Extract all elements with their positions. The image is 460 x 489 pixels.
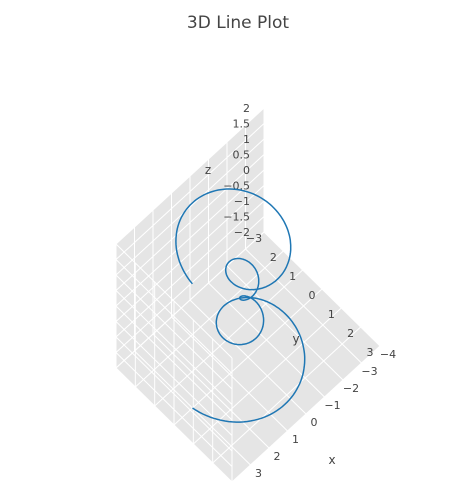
x-tick-label: −2 — [343, 382, 359, 395]
x-tick-label: −4 — [380, 348, 396, 361]
x-tick-label: −1 — [324, 399, 340, 412]
x-axis-label: x — [328, 453, 335, 467]
z-tick-label: −1 — [234, 195, 250, 208]
data-series-line — [175, 188, 306, 423]
wall-grid-z-right — [115, 321, 233, 436]
wall-grid-z-left — [115, 138, 265, 276]
x-tick-label: −3 — [361, 365, 377, 378]
x-tick-label: 0 — [311, 416, 318, 429]
z-tick-label: −0.5 — [223, 180, 250, 193]
wall-grid-z-right — [115, 336, 233, 452]
z-tick-label: 0.5 — [233, 149, 251, 162]
z-tick-label: 2 — [243, 102, 250, 115]
y-tick-label: 1 — [328, 308, 335, 321]
wall-grid-z-left — [115, 107, 265, 245]
x-tick-label: 2 — [274, 450, 281, 463]
chart-title: 3D Line Plot — [187, 13, 290, 33]
wall-grid-z-right — [115, 259, 233, 374]
z-tick-label: −1.5 — [223, 211, 250, 224]
y-tick-label: 2 — [347, 327, 354, 340]
wall-grid-z-right — [115, 305, 233, 421]
y-tick-label: 0 — [309, 289, 316, 302]
z-tick-label: 1 — [243, 133, 250, 146]
wall-grid-z-right — [115, 367, 233, 483]
wall-grid-z-right — [115, 290, 233, 405]
wall-grid-z-right — [115, 352, 233, 467]
floor-grid-y — [212, 326, 362, 464]
z-tick-label: 1.5 — [233, 118, 251, 131]
y-tick-label: 3 — [367, 346, 374, 359]
plot-scene: 21.510.50−0.5−1−1.5−23210−1−2−3−4−321012… — [115, 102, 396, 483]
y-axis-label: y — [292, 332, 299, 346]
y-tick-label: 1 — [289, 270, 296, 283]
floor-grid-y — [231, 345, 381, 483]
x-tick-label: 3 — [255, 467, 262, 480]
wall-grid-z-left — [115, 123, 265, 260]
z-tick-label: −2 — [234, 226, 250, 239]
y-tick-label: −3 — [246, 232, 262, 245]
x-tick-label: 1 — [292, 433, 299, 446]
y-tick-label: 2 — [270, 251, 277, 264]
z-tick-label: 0 — [243, 164, 250, 177]
z-axis-label: z — [205, 163, 211, 177]
wall-grid-z-right — [115, 274, 233, 390]
wall-grid-z-right — [115, 243, 233, 359]
